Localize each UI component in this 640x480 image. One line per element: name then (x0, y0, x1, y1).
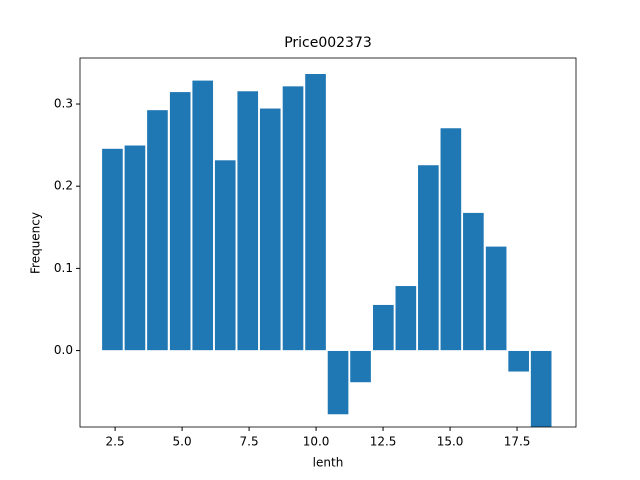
bar (530, 350, 553, 427)
bar (394, 285, 417, 351)
bar (485, 245, 508, 351)
x-tick-label: 12.5 (370, 435, 397, 449)
bar (439, 127, 462, 351)
bar (236, 90, 259, 351)
bar (507, 350, 530, 373)
chart-title: Price002373 (284, 35, 372, 51)
bar (169, 91, 192, 351)
y-tick-label: 0.1 (54, 261, 73, 275)
x-tick-label: 7.5 (240, 435, 259, 449)
bar (123, 144, 147, 351)
bar (101, 148, 124, 351)
bar (191, 79, 214, 351)
bar (304, 73, 327, 351)
bar (281, 85, 305, 351)
x-axis-label: lenth (313, 456, 344, 470)
bar (146, 109, 169, 351)
bar (349, 350, 372, 384)
x-tick-label: 2.5 (106, 435, 125, 449)
y-tick-label: 0.0 (54, 343, 73, 357)
bar (259, 107, 282, 351)
bar (214, 159, 237, 351)
bar (326, 350, 350, 416)
plot-frame (79, 57, 577, 428)
bar (417, 164, 440, 351)
x-tick-label: 10.0 (303, 435, 330, 449)
y-tick-label: 0.3 (54, 97, 73, 111)
x-tick-label: 17.5 (504, 435, 531, 449)
x-tick-label: 5.0 (173, 435, 192, 449)
y-axis-label: Frequency (29, 212, 43, 274)
bar (372, 304, 395, 351)
y-tick-label: 0.2 (54, 179, 73, 193)
bar (462, 212, 485, 351)
x-tick-label: 15.0 (437, 435, 464, 449)
